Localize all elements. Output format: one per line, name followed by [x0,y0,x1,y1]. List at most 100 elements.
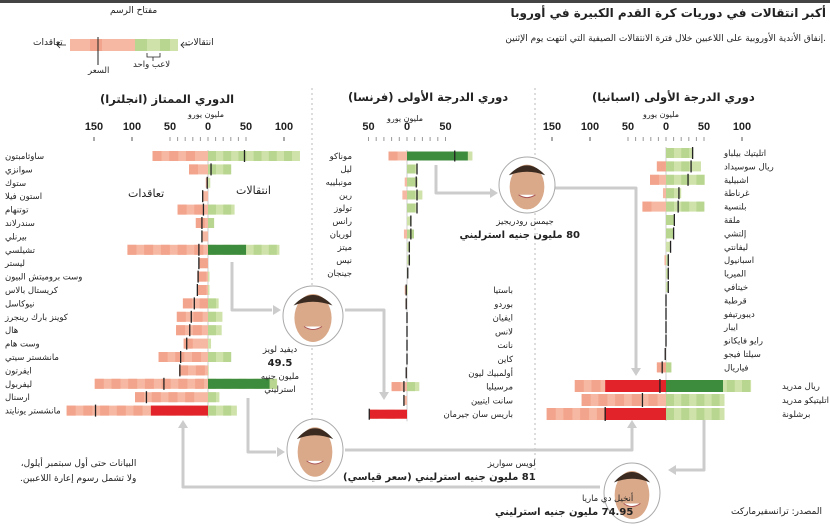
legend-spend-label: تعاقدات [33,38,63,48]
club-label: رانس [332,217,352,227]
spend-bar [388,151,407,161]
axis-tick-label: 50 [439,121,451,133]
spend-bar [176,325,208,336]
spend-player-segment [176,325,186,336]
spend-player-segment [151,392,161,403]
income-player-segment [666,394,674,406]
axis-unit-france: مليون يورو [387,114,423,123]
club-row: توتنهام [5,203,235,216]
club-row: كريستال بالاس [5,284,210,296]
club-label: ديبورتيفو [723,310,755,320]
spend-player-segment [591,380,601,392]
club-row: رانس [332,215,412,227]
spend-player-segment [177,244,187,255]
record-spend-bar [604,408,666,420]
spend-player-segment [193,311,203,322]
spend-player-segment [116,405,126,416]
club-label: سانت ايتيين [471,396,513,406]
spend-player-segment [183,338,193,349]
spend-bar [664,255,666,266]
spend-player-segment [197,285,207,295]
spend-bar [177,204,208,215]
club-label: اشبيلية [724,176,749,186]
club-row: غرناطة [662,187,750,200]
legend-spend-bar [70,39,135,51]
club-row: مرسيليا [391,381,513,393]
club-label: ملقة [724,216,740,226]
income-bar [666,408,725,420]
spend-player-segment [135,392,145,403]
player-name: لويس سواريز [487,459,536,469]
spend-player-segment [176,311,186,322]
income-bar [208,285,210,295]
transfer-arrow [434,165,490,195]
club-label: مانشستر سيتي [5,353,59,363]
income-bar [407,216,412,226]
income-player-segment [711,394,720,406]
income-bar [208,365,209,376]
spend-player-segment [648,394,658,406]
legend-income-label: انتقالات [185,38,214,48]
club-row: سانت ايتيين [403,394,513,406]
income-player-segment [407,203,415,213]
club-row: ساوثامبتون [5,150,300,162]
hair-icon [508,165,546,176]
legend-income-stripe [135,39,147,51]
club-label: وست بروميتش البيون [5,273,82,283]
club-row: ليل [340,163,418,175]
club-label: لوريان [330,230,352,240]
spend-player-segment [185,151,195,161]
income-bar [208,164,231,175]
spend-player-segment [195,218,205,228]
club-row: ريال سوسيداد [656,160,774,173]
spend-player-segment [546,408,556,420]
club-row: جينجان [327,267,409,279]
spend-player-segment [642,201,652,212]
club-row: اتليتيك بيلباو [666,147,766,159]
club-label: رايو فايكانو [723,337,763,347]
club-label: جينجان [327,269,352,279]
spend-bar [176,311,208,322]
income-player-segment [666,201,674,212]
club-row: ارسنال [5,391,220,404]
spend-player-segment [144,244,154,255]
club-row: مونبلييه [326,176,418,188]
spend-player-segment [563,408,573,420]
axis-tick-label: 100 [123,121,141,133]
transfer-arrow [548,186,638,368]
club-row: ايفرتون [5,364,209,377]
club-label: باستيا [493,286,513,296]
axis-tick-label: 150 [543,121,561,133]
club-label: باريس سان جيرمان [443,410,513,420]
income-bar [208,177,211,188]
income-bar [208,405,237,416]
club-label: ريال مدريد [782,382,820,392]
player-fee: 81 مليون جنيه استرليني (سعر قياسي) [343,472,536,483]
club-label: كريستال بالاس [5,286,59,296]
record-spend-bar [151,405,208,416]
player-name: أنخيل دي ماريا [582,494,634,504]
income-bar [666,394,725,406]
club-label: قرطبة [724,296,747,306]
face-icon [509,164,545,210]
club-row: سوانزي [5,163,232,176]
footnote-line: البيانات حتى أول سبتمبر أيلول، [20,459,137,469]
club-row: كاين [406,353,514,365]
club-row: بلنسية [642,200,746,213]
spend-player-segment [195,365,205,376]
club-label: اتليتيك بيلباو [723,149,766,159]
income-player-segment [681,201,690,212]
spend-player-segment [178,378,188,389]
axis-tick-label: 100 [733,121,751,133]
club-label: ايفيان [493,314,513,324]
income-bar [666,268,669,279]
income-player-segment [223,164,232,175]
club-row: الميريا [666,267,746,280]
income-player-segment [253,244,262,255]
club-row: باريس سان جيرمان [368,408,513,420]
spend-player-segment [615,394,625,406]
axis-unit-england: مليون يورو [188,110,224,119]
axis-tick-label: 0 [404,121,410,133]
income-section-label: انتقالات [236,184,271,197]
